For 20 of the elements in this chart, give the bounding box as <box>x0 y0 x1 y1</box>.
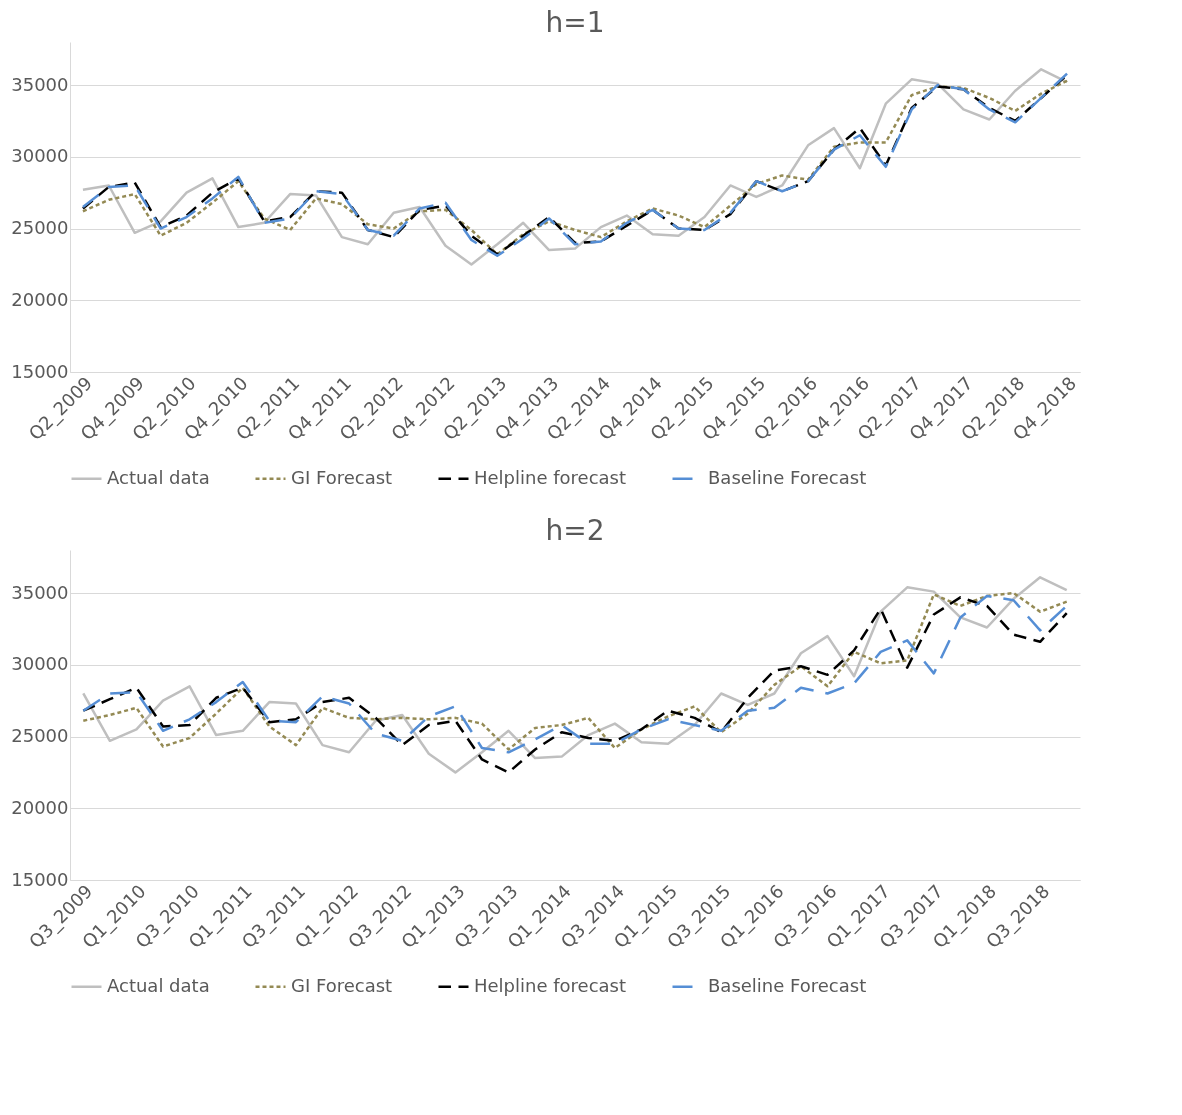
legend-label: Baseline Forecast <box>708 466 867 488</box>
y-tick-label: 20000 <box>11 288 69 310</box>
chart-title: h=1 <box>545 6 605 39</box>
legend-label: Helpline forecast <box>474 974 627 996</box>
y-tick-label: 25000 <box>11 725 69 747</box>
y-tick-label: 15000 <box>11 868 69 890</box>
y-tick-label: 35000 <box>11 73 69 95</box>
legend-label: GI Forecast <box>291 466 393 488</box>
y-tick-label: 30000 <box>11 145 69 167</box>
legend-label: Baseline Forecast <box>708 974 867 996</box>
y-tick-label: 30000 <box>11 653 69 675</box>
y-tick-label: 20000 <box>11 796 69 818</box>
legend-label: Helpline forecast <box>474 466 627 488</box>
y-tick-label: 35000 <box>11 581 69 603</box>
y-tick-label: 15000 <box>11 360 69 382</box>
legend-label: Actual data <box>107 974 210 996</box>
y-tick-label: 25000 <box>11 217 69 239</box>
chart-title: h=2 <box>545 514 605 547</box>
legend-label: Actual data <box>107 466 210 488</box>
legend-label: GI Forecast <box>291 974 393 996</box>
